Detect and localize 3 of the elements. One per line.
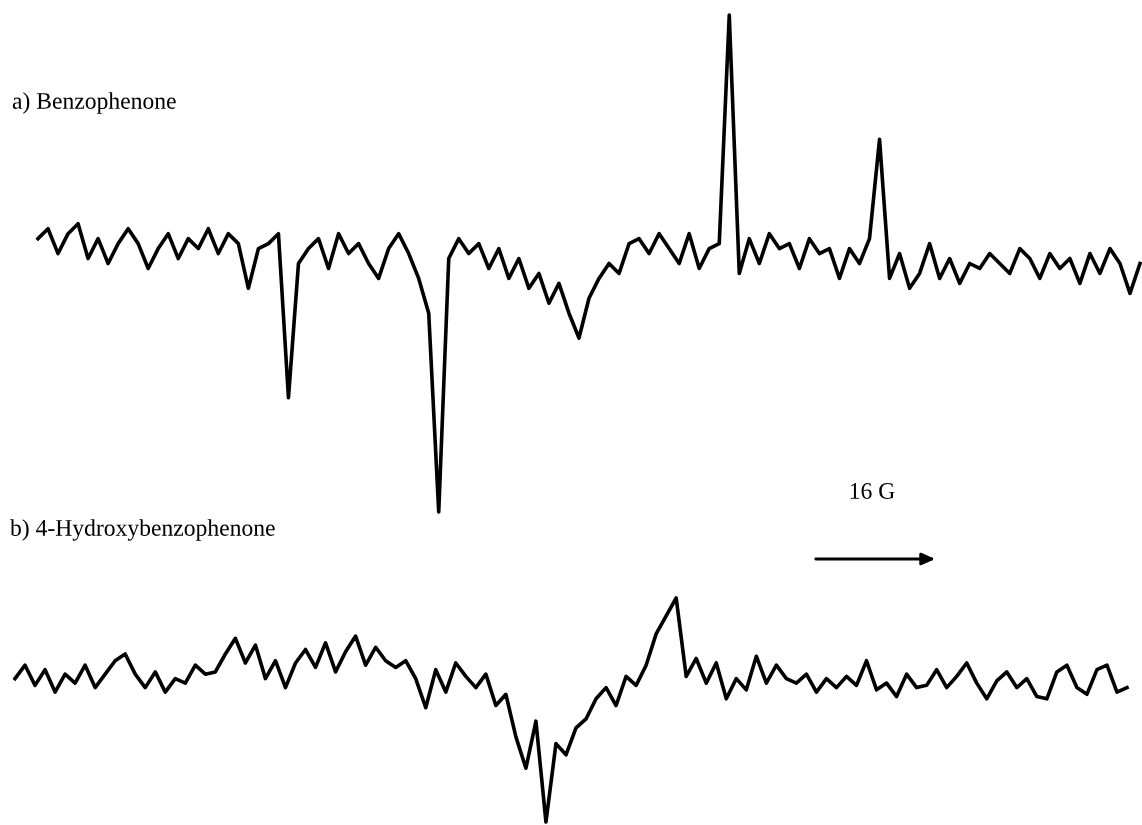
annotation: 16 G: [850, 483, 895, 499]
chart-title: b) 4-Hydroxybenzophenone: [10, 519, 275, 541]
text: a) Benzophenone: [12, 92, 176, 114]
